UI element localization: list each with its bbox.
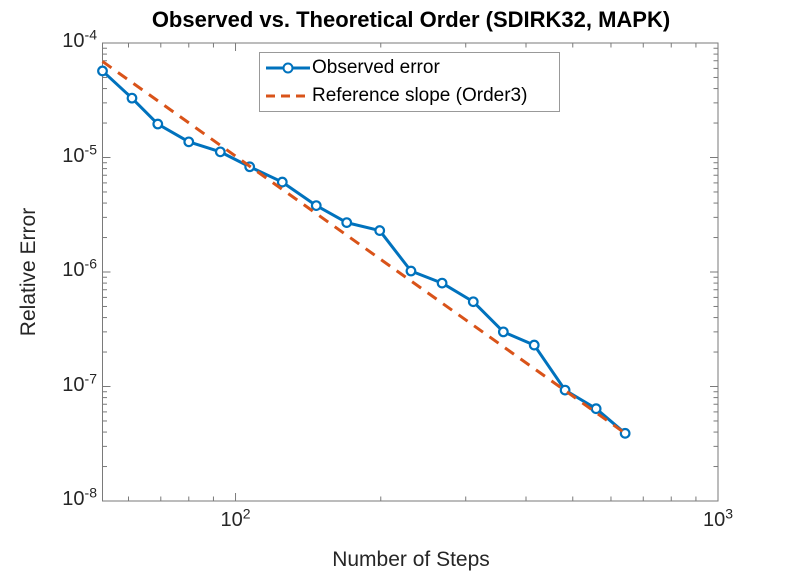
observed-error-line (101, 69, 627, 435)
data-point-marker (310, 200, 322, 212)
y-tick-label: 10-7 (62, 369, 97, 396)
data-point-marker (619, 427, 631, 439)
reference-slope-line-icon (266, 94, 310, 98)
x-axis-label: Number of Steps (332, 548, 490, 571)
y-tick-label: 10-8 (62, 484, 97, 510)
y-tick-label: 10-5 (62, 140, 97, 167)
data-point-marker (436, 277, 448, 289)
legend-label-reference-slope: Reference slope (Order3) (312, 85, 528, 107)
data-point-marker (374, 225, 386, 236)
data-point-marker (590, 403, 602, 415)
reference-slope-line (101, 60, 627, 435)
chart-title: Observed vs. Theoretical Order (SDIRK32,… (151, 7, 671, 32)
data-point-marker (276, 176, 288, 188)
y-tick-label: 10-6 (62, 255, 97, 281)
data-point-marker (497, 326, 509, 338)
x-tick-label: 103 (702, 505, 734, 531)
legend-label-observed-error: Observed error (312, 56, 440, 78)
data-point-marker (97, 65, 108, 77)
data-point-marker (183, 136, 195, 148)
y-tick-label: 10-4 (62, 26, 97, 52)
data-point-marker (214, 146, 226, 158)
data-point-marker (467, 296, 479, 308)
data-point-marker (405, 265, 417, 277)
data-point-marker (528, 339, 540, 351)
data-point-marker (126, 92, 138, 104)
y-axis-label: Relative Error (17, 207, 40, 337)
data-point-marker (152, 118, 164, 130)
x-tick-label: 102 (220, 505, 251, 531)
data-point-marker (341, 217, 353, 229)
observed-error-line-icon (266, 62, 310, 74)
legend: Observed error Reference slope (Order3) (259, 52, 560, 112)
legend-item-observed-error: Observed error (260, 54, 559, 82)
legend-item-reference-slope: Reference slope (Order3) (260, 82, 559, 110)
